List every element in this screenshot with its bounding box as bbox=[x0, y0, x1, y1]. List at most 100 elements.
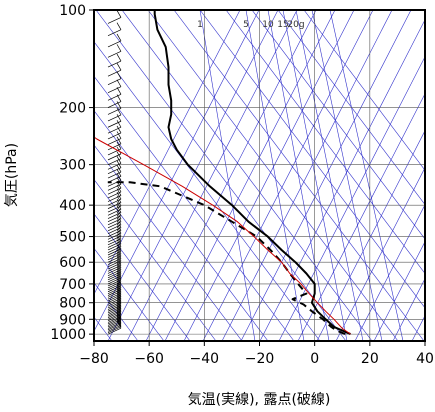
dry-adiabat-line bbox=[94, 178, 217, 341]
wind-barb bbox=[107, 215, 122, 223]
wind-barb bbox=[107, 202, 122, 209]
wind-barb bbox=[107, 171, 122, 179]
dry-adiabat-line bbox=[199, 10, 425, 309]
dry-adiabat-line bbox=[251, 10, 425, 240]
dry-adiabat-line bbox=[94, 247, 165, 341]
wind-barb bbox=[107, 327, 122, 335]
wind-barb-flag bbox=[116, 205, 122, 213]
wind-barb-flag bbox=[117, 0, 121, 4]
wind-barb bbox=[107, 306, 122, 314]
wind-barb-flag bbox=[116, 120, 122, 128]
wind-barb bbox=[107, 292, 122, 300]
wind-barb-flag bbox=[116, 234, 122, 242]
mixing-ratio-label: 15 bbox=[277, 20, 288, 30]
wind-barb bbox=[107, 301, 122, 309]
isotherm-line bbox=[221, 10, 393, 341]
wind-barb bbox=[107, 253, 122, 261]
wind-barb bbox=[107, 191, 122, 199]
wind-barb-flag bbox=[116, 136, 122, 144]
wind-barb bbox=[107, 101, 122, 108]
x-tick-label: −80 bbox=[79, 351, 109, 367]
wind-barb-flag bbox=[116, 22, 122, 30]
wind-barb-flag bbox=[116, 226, 122, 234]
wind-barb-flag bbox=[116, 114, 122, 122]
wind-barb bbox=[107, 323, 122, 331]
isotherm-line bbox=[202, 10, 374, 341]
wind-barb-flag bbox=[116, 146, 122, 155]
wind-barb bbox=[107, 114, 122, 122]
mixing-ratio-line bbox=[295, 10, 364, 341]
isotherm-line bbox=[392, 278, 425, 341]
wind-barb-flag bbox=[116, 276, 122, 285]
isotherm-line bbox=[335, 167, 425, 341]
dry-adiabat-line bbox=[147, 10, 399, 341]
wind-barb bbox=[107, 255, 122, 263]
isotherm-line bbox=[94, 10, 241, 295]
x-axis: −80 −60 −40 −20 0 20 40 bbox=[79, 341, 434, 367]
wind-barb bbox=[107, 326, 122, 334]
isotherm-line bbox=[107, 10, 279, 341]
wind-barb bbox=[107, 285, 122, 293]
wind-barb bbox=[107, 69, 122, 77]
wind-barb bbox=[107, 120, 122, 128]
wind-barb bbox=[107, 283, 122, 291]
isotherm-line bbox=[164, 10, 336, 341]
wind-barb bbox=[107, 314, 122, 322]
wind-barb bbox=[107, 175, 122, 183]
wind-barb-flag bbox=[116, 228, 122, 237]
isotherm-line bbox=[240, 10, 412, 341]
isotherm-line bbox=[354, 204, 425, 341]
wind-barb-flag bbox=[116, 214, 122, 223]
y-tick-label: 100 bbox=[59, 3, 86, 19]
wind-barb-flag bbox=[116, 101, 122, 109]
dry-adiabat-line bbox=[95, 10, 347, 341]
wind-barb bbox=[107, 287, 122, 294]
y-tick-label: 700 bbox=[59, 277, 86, 293]
dry-adiabat-line bbox=[225, 10, 425, 274]
wind-barb bbox=[107, 235, 122, 243]
wind-barb bbox=[107, 158, 122, 165]
wind-barb bbox=[107, 251, 122, 258]
wind-barb-flag bbox=[116, 53, 122, 62]
wind-barb-flag bbox=[116, 274, 122, 283]
wind-barb-flag bbox=[116, 223, 122, 231]
isotherm-line bbox=[373, 241, 425, 341]
isotherm-line bbox=[126, 10, 298, 341]
isotherm-line bbox=[183, 10, 355, 341]
wind-barb bbox=[107, 29, 122, 36]
wind-barb bbox=[107, 311, 122, 319]
wind-barb bbox=[107, 271, 122, 279]
wind-barb bbox=[107, 269, 122, 276]
x-tick-label: −20 bbox=[245, 351, 275, 367]
wind-barb bbox=[107, 243, 122, 251]
wind-barb bbox=[107, 281, 122, 289]
wind-barb bbox=[107, 319, 122, 326]
x-tick-label: −40 bbox=[190, 351, 220, 367]
wind-barb bbox=[107, 212, 122, 219]
isotherm-line bbox=[278, 56, 425, 341]
wind-barb bbox=[107, 233, 122, 240]
x-axis-title: 気温(実線), 露点(破線) bbox=[188, 392, 331, 408]
wind-barb bbox=[107, 51, 122, 58]
mixing-ratio-line bbox=[199, 10, 256, 341]
wind-barb bbox=[107, 209, 122, 216]
x-tick-label: −60 bbox=[134, 351, 164, 367]
wind-barb-flag bbox=[116, 79, 122, 87]
wind-barb bbox=[107, 324, 122, 332]
wind-barb-flag bbox=[116, 236, 122, 245]
mixing-ratio-label: 5 bbox=[243, 20, 249, 30]
wind-barb bbox=[107, 148, 122, 156]
wind-barb-flag bbox=[116, 220, 122, 228]
wind-barbs bbox=[107, 0, 122, 335]
dry-adiabat-line bbox=[303, 10, 425, 171]
wind-barb bbox=[107, 205, 122, 213]
dry-adiabat-line bbox=[121, 10, 373, 341]
wind-barb-flag bbox=[116, 62, 122, 71]
wind-barb bbox=[107, 294, 122, 302]
wind-barb bbox=[107, 221, 122, 229]
mixing-ratio-line bbox=[245, 10, 305, 341]
y-tick-label: 900 bbox=[59, 312, 86, 328]
dry-adiabat-line bbox=[94, 41, 321, 341]
